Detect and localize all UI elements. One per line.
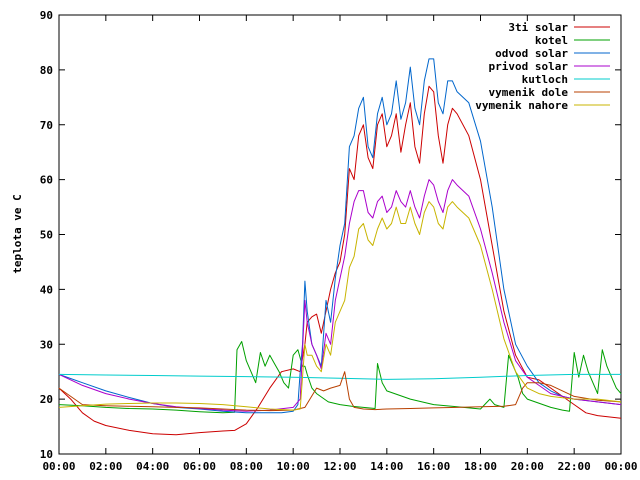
y-tick-label: 50 [40, 229, 53, 242]
legend-label: privod solar [489, 60, 569, 73]
series-line-odvod-solar [58, 58, 622, 414]
y-tick-label: 40 [40, 283, 53, 296]
x-tick-label: 14:00 [370, 460, 403, 473]
y-tick-label: 10 [40, 448, 53, 461]
x-tick-label: 16:00 [417, 460, 450, 473]
series-line-vymenik-nahore [58, 201, 622, 411]
series-line-vymenik-dole [58, 371, 622, 412]
y-tick-label: 70 [40, 119, 53, 132]
x-axis: 00:00 02:00 04:00 06:00 08:00 10:00 12:00 14:00… [42, 15, 638, 473]
x-tick-label: 18:00 [464, 460, 497, 473]
y-tick-label: 90 [40, 9, 53, 22]
series-line-3ti-solar [58, 85, 622, 436]
y-tick-label: 20 [40, 393, 53, 406]
series-line-kutloch [58, 373, 621, 380]
y-axis-title: teplota ve C [11, 194, 24, 273]
x-tick-label: 20:00 [511, 460, 544, 473]
x-tick-label: 22:00 [558, 460, 591, 473]
x-tick-label: 12:00 [323, 460, 356, 473]
x-tick-label: 06:00 [183, 460, 216, 473]
series-line-privod-solar [58, 179, 622, 412]
y-tick-label: 80 [40, 64, 53, 77]
y-tick-label: 60 [40, 174, 53, 187]
x-tick-label: 02:00 [89, 460, 122, 473]
x-tick-label: 00:00 [42, 460, 75, 473]
legend-label: odvod solar [495, 47, 568, 60]
x-tick-label: 04:00 [136, 460, 169, 473]
legend-label: kutloch [522, 73, 568, 86]
x-tick-label: 08:00 [230, 460, 263, 473]
legend-label: vymenik nahore [475, 99, 568, 112]
legend-label: kotel [535, 34, 568, 47]
series-lines [58, 58, 622, 436]
x-tick-label: 10:00 [277, 460, 310, 473]
x-tick-label: 00:00 [604, 460, 637, 473]
y-axis: 10 20 30 40 50 60 70 80 90 [40, 9, 621, 461]
legend-label: vymenik dole [489, 86, 569, 99]
series-line-kotel [58, 341, 622, 414]
legend-label: 3ti solar [508, 21, 568, 34]
y-tick-label: 30 [40, 338, 53, 351]
